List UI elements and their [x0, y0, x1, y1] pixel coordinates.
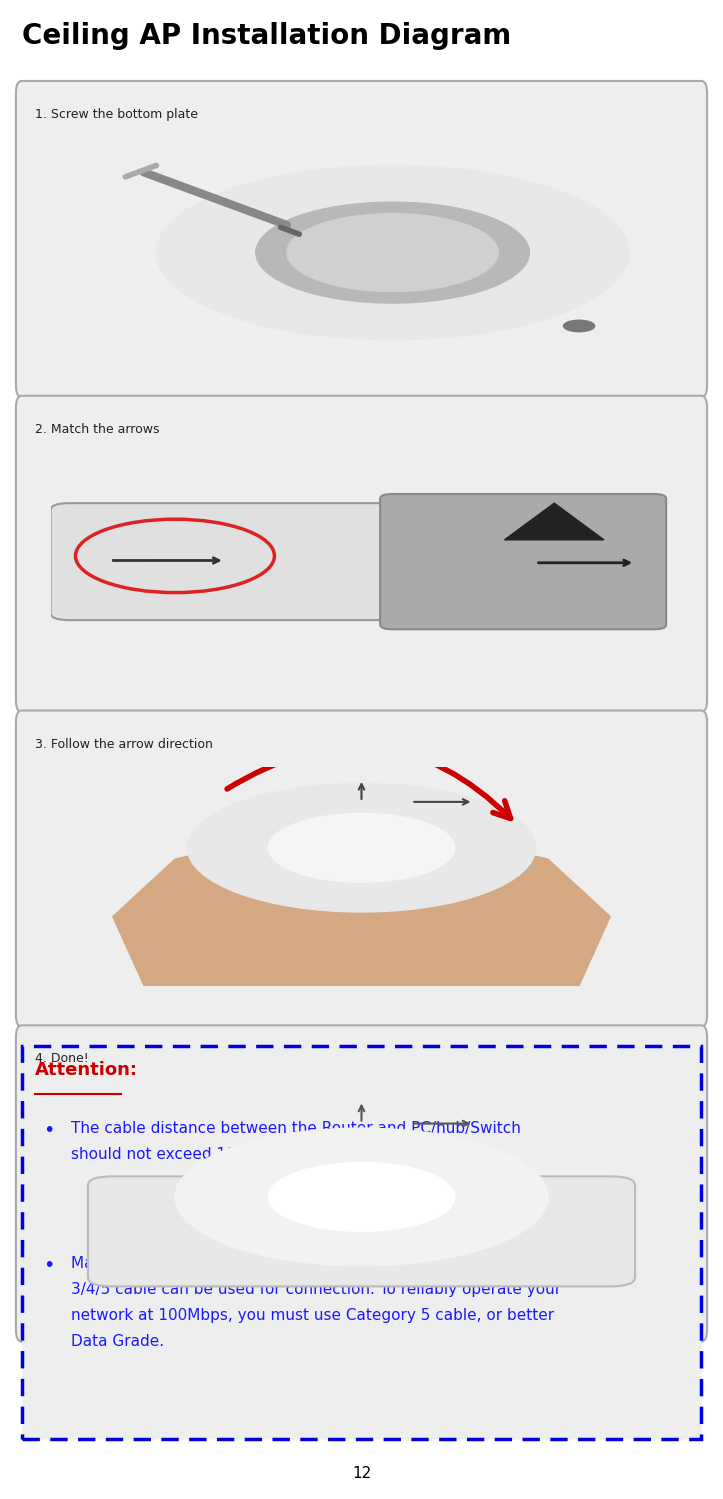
- Circle shape: [175, 1129, 548, 1265]
- Text: Ceiling AP Installation Diagram: Ceiling AP Installation Diagram: [22, 22, 511, 51]
- Text: 2. Match the arrows: 2. Match the arrows: [35, 423, 159, 436]
- Text: Attention:: Attention:: [35, 1061, 137, 1079]
- FancyBboxPatch shape: [16, 1025, 707, 1342]
- Circle shape: [268, 1163, 455, 1231]
- FancyBboxPatch shape: [16, 396, 707, 712]
- Text: 3. Follow the arrow direction: 3. Follow the arrow direction: [35, 738, 213, 751]
- Circle shape: [187, 784, 536, 911]
- Text: Make sure the wiring is correct. In 10Mbps operation, Category
3/4/5 cable can b: Make sure the wiring is correct. In 10Mb…: [71, 1256, 561, 1349]
- Polygon shape: [113, 832, 610, 985]
- Text: 4. Done!: 4. Done!: [35, 1052, 88, 1066]
- Circle shape: [256, 202, 529, 303]
- Polygon shape: [505, 504, 604, 540]
- Text: •: •: [43, 1121, 55, 1141]
- Text: The cable distance between the Router and PC/hub/Switch
should not exceed 100 me: The cable distance between the Router an…: [71, 1121, 521, 1162]
- FancyBboxPatch shape: [22, 1046, 701, 1439]
- FancyArrowPatch shape: [227, 747, 510, 818]
- Circle shape: [156, 165, 629, 340]
- FancyBboxPatch shape: [16, 711, 707, 1027]
- Circle shape: [287, 213, 498, 292]
- Text: 12: 12: [352, 1466, 371, 1481]
- Text: •: •: [43, 1256, 55, 1276]
- FancyBboxPatch shape: [51, 504, 448, 621]
- FancyBboxPatch shape: [380, 495, 666, 630]
- Text: 1. Screw the bottom plate: 1. Screw the bottom plate: [35, 108, 197, 121]
- FancyBboxPatch shape: [88, 1177, 635, 1286]
- Circle shape: [564, 321, 595, 331]
- FancyBboxPatch shape: [16, 81, 707, 397]
- Circle shape: [268, 814, 455, 881]
